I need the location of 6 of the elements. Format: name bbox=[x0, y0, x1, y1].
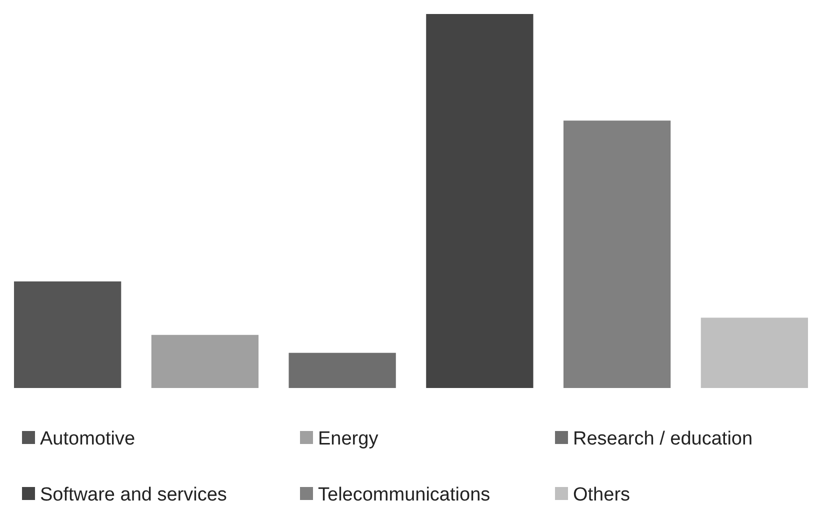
legend-label: Others bbox=[573, 484, 630, 506]
legend-label: Research / education bbox=[573, 428, 753, 450]
legend-label: Automotive bbox=[40, 428, 136, 450]
legend-label: Telecommunications bbox=[318, 484, 490, 506]
legend-label: Energy bbox=[318, 428, 379, 450]
legend-label: Software and services bbox=[40, 484, 227, 506]
